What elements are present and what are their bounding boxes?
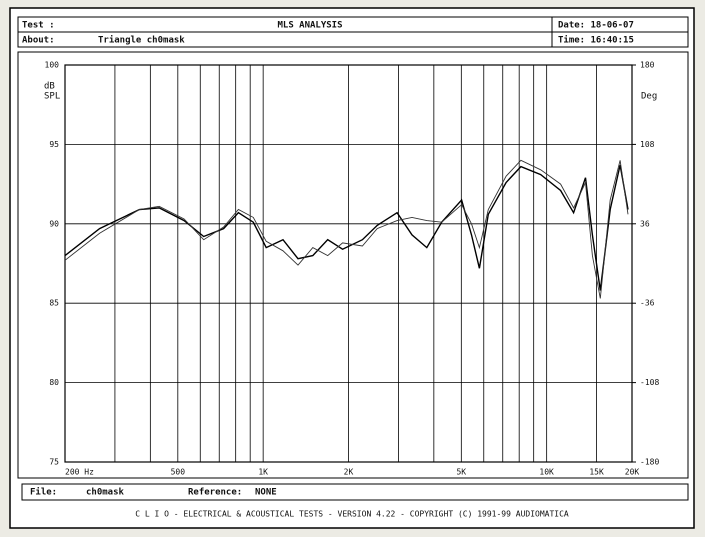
x-tick-label: 500 (171, 468, 186, 477)
file: ch0mask (86, 488, 125, 498)
y-label: SPL (44, 92, 60, 102)
x-tick-label: 15K (589, 468, 604, 477)
y2-label: Deg (641, 92, 657, 102)
plot: 200 Hz 500 1K 2K 5K 10K 15K 20K 75 80 85 90 95 100 -18… (45, 61, 660, 477)
y-label: dB (44, 82, 55, 92)
y-tick-label: 95 (49, 140, 59, 149)
series-line (64, 164, 629, 291)
reference-label: Reference: (188, 488, 242, 498)
y2-tick-label: -108 (640, 378, 659, 387)
y2-tick-label: -36 (640, 299, 655, 308)
time: Time: 16:40:15 (558, 35, 634, 46)
y-tick-label: 100 (45, 61, 60, 70)
x-tick-label: 10K (539, 468, 554, 477)
file-label: File: (30, 487, 57, 498)
y-tick-label: 85 (49, 299, 59, 308)
credits: C L I O - ELECTRICAL & ACOUSTICAL TESTS … (135, 510, 569, 519)
x-tick-label: 1K (258, 468, 268, 477)
date: Date: 18-06-07 (558, 21, 634, 31)
x-tick-label: 200 Hz (65, 468, 94, 477)
test-label: Test : (22, 21, 55, 31)
about-label: About: (22, 36, 55, 46)
x-tick-label: 5K (456, 468, 466, 477)
y2-tick-label: 108 (640, 140, 655, 149)
y2-tick-label: 180 (640, 61, 655, 70)
y-tick-label: 90 (49, 219, 59, 228)
plot-frame (17, 51, 689, 479)
plot-area (64, 64, 633, 463)
reference: NONE (255, 488, 277, 498)
y2-tick-label: 36 (640, 219, 650, 228)
y-tick-label: 80 (49, 378, 59, 387)
series-line (64, 159, 629, 299)
footer-box (21, 483, 689, 501)
title: MLS ANALYSIS (277, 21, 342, 31)
y-tick-label: 75 (49, 458, 59, 467)
y2-tick-label: -180 (640, 458, 659, 467)
about: Triangle ch0mask (98, 35, 185, 46)
x-tick-label: 20K (625, 468, 640, 477)
x-tick-label: 2K (344, 468, 354, 477)
